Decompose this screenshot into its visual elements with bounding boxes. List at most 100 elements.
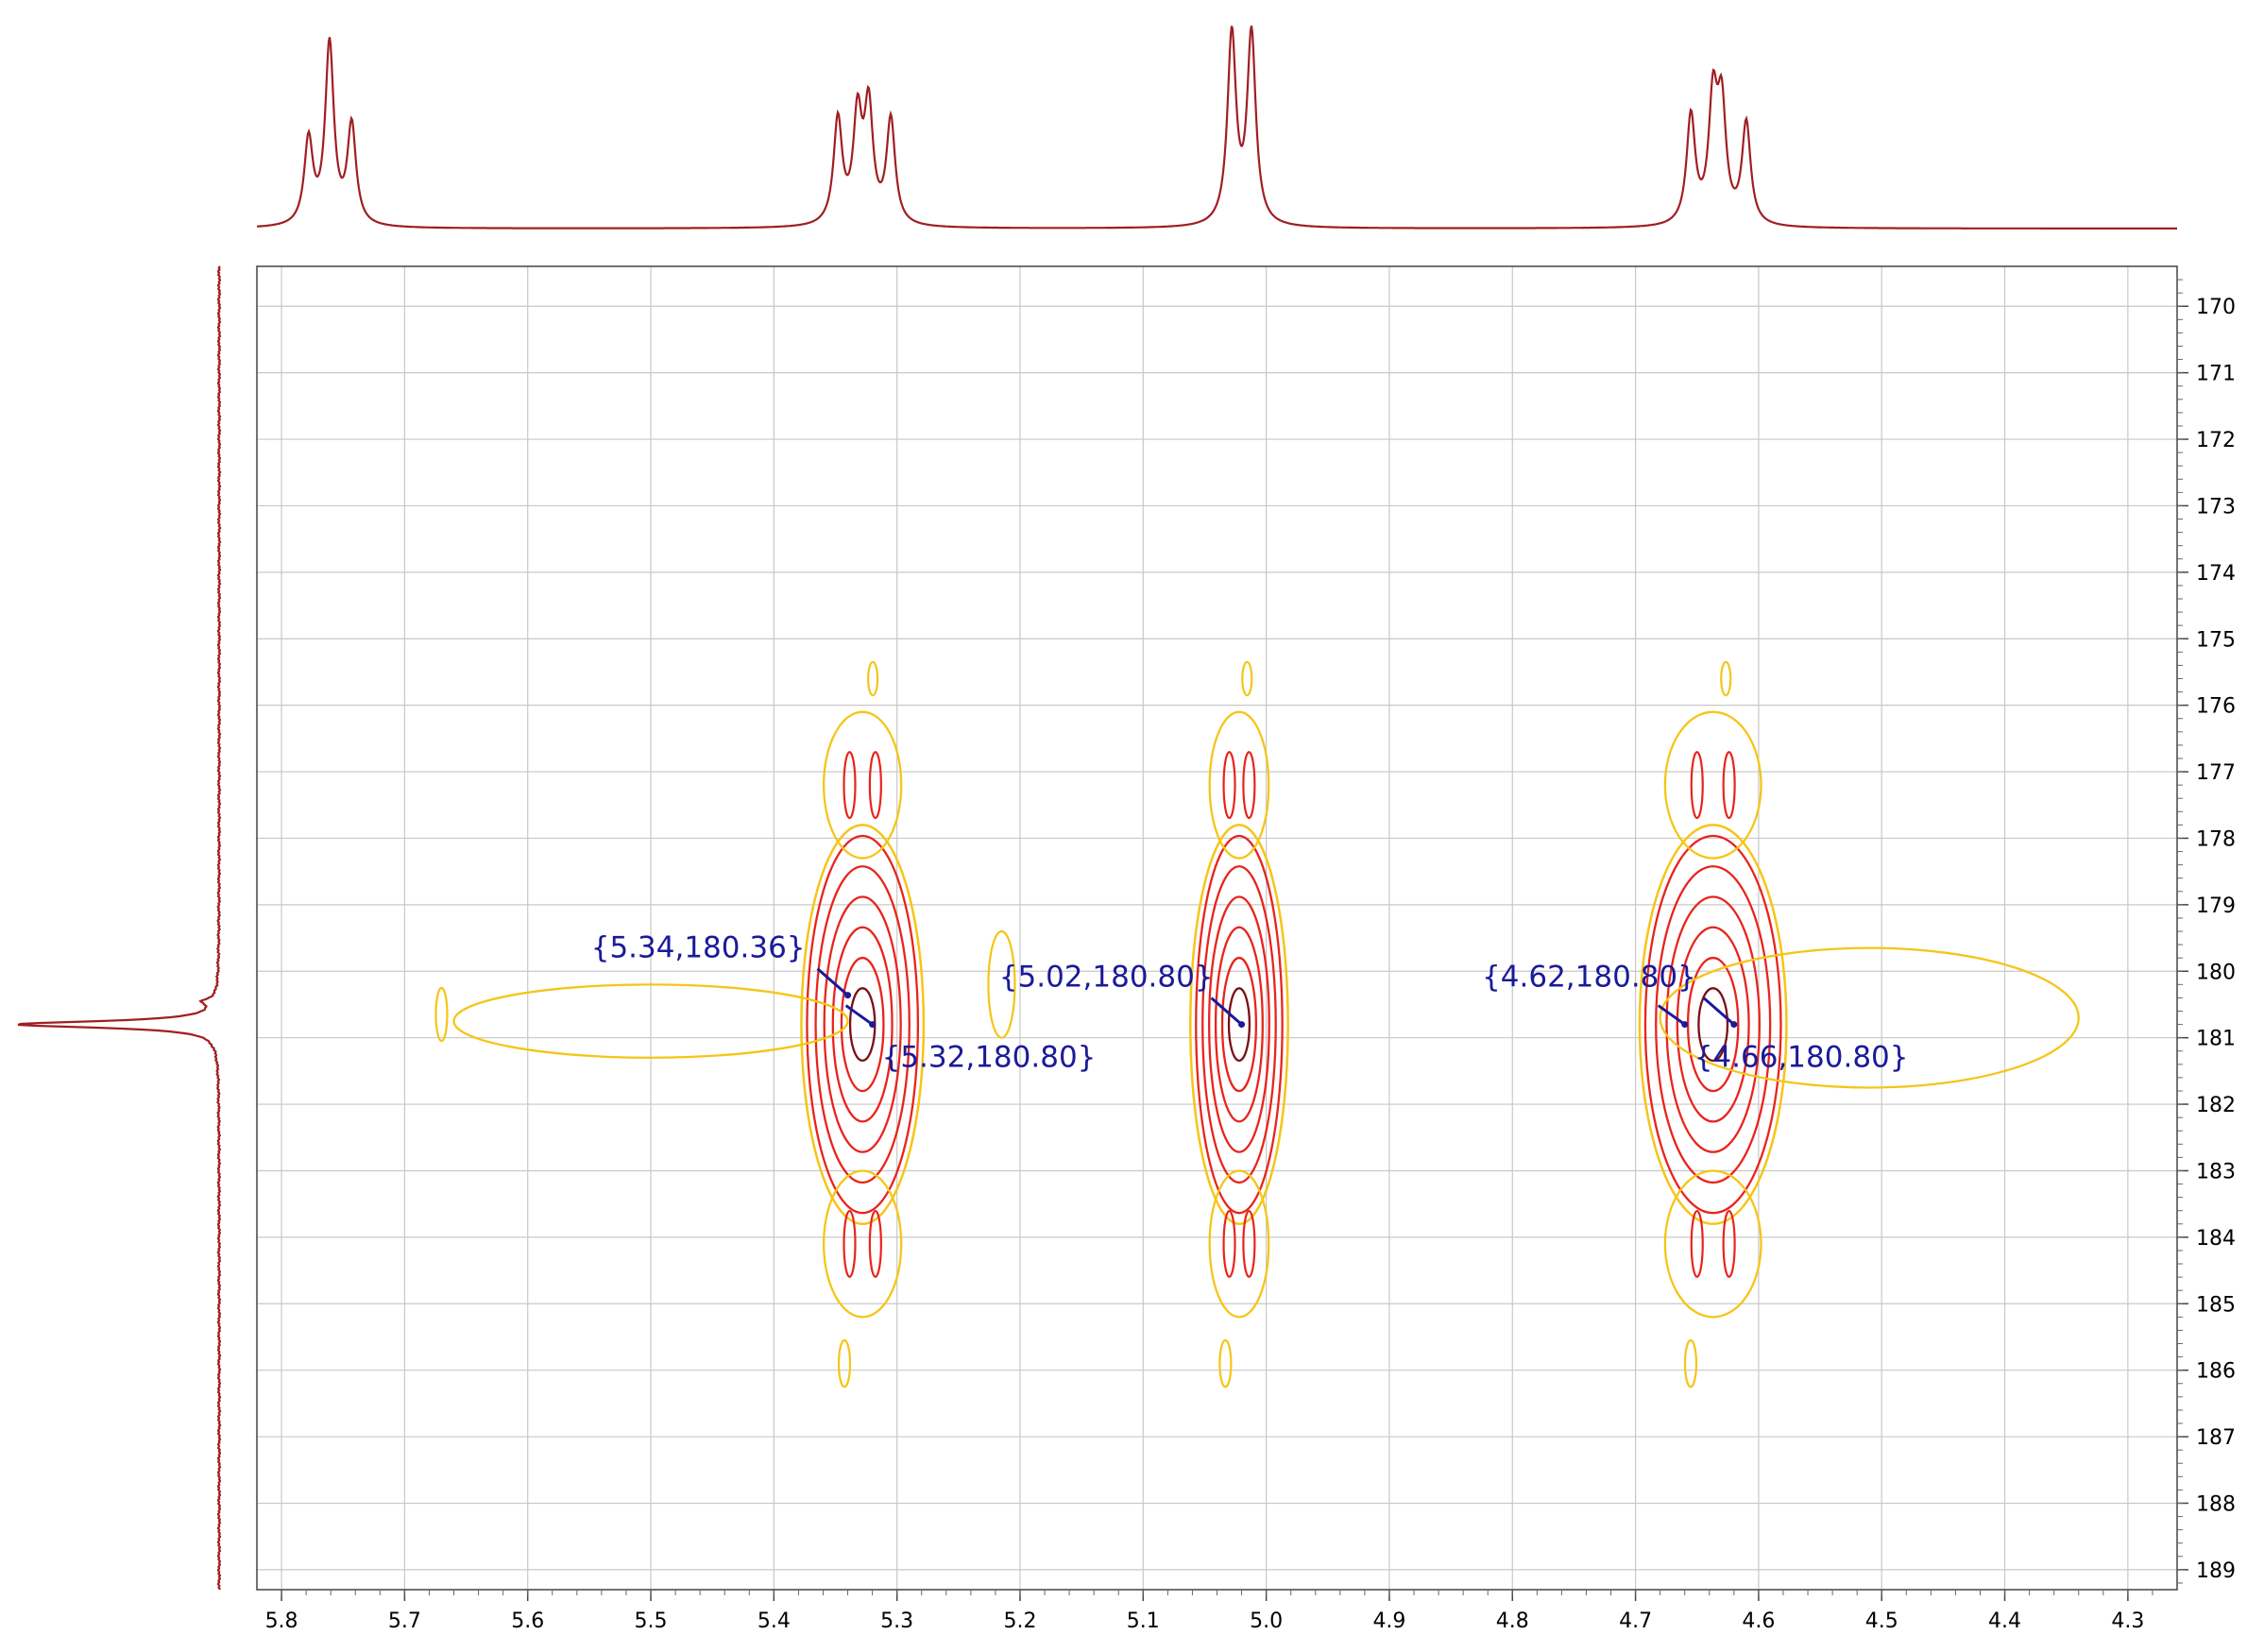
satellite-contour <box>1663 710 1762 860</box>
satellite-core <box>1722 1209 1736 1278</box>
x-tick-label: 4.8 <box>1496 1609 1529 1633</box>
x-tick-label: 5.0 <box>1250 1609 1283 1633</box>
far-lobe <box>1683 1338 1698 1388</box>
outer-contour <box>800 824 926 1226</box>
y-tick-label: 176 <box>2196 695 2236 719</box>
x-tick-label: 5.2 <box>1003 1609 1036 1633</box>
y-tick-label: 177 <box>2196 761 2236 785</box>
y-tick-label: 178 <box>2196 827 2236 851</box>
peak-label: {5.32,180.80} <box>882 1041 1097 1075</box>
peak-pointer <box>816 967 849 996</box>
inner-contour <box>1201 865 1277 1184</box>
satellite-core <box>868 1209 882 1278</box>
y-tick-label: 182 <box>2196 1094 2236 1117</box>
peak-label: {4.62,180.80} <box>1482 961 1696 995</box>
peak-marker <box>1681 1021 1689 1029</box>
x-tick-label: 4.5 <box>1865 1609 1898 1633</box>
x-tick-label: 5.5 <box>635 1609 668 1633</box>
grid-lines <box>257 266 2177 1590</box>
satellite-core <box>1222 751 1236 820</box>
satellite-contour <box>1208 1169 1270 1319</box>
x-tick-label: 4.4 <box>1988 1609 2021 1633</box>
satellite-contour <box>822 1169 903 1319</box>
satellite-core <box>1690 1209 1704 1278</box>
satellite-contour <box>1208 710 1270 860</box>
contour-layer <box>434 660 2080 1388</box>
peak-marker <box>1730 1021 1738 1029</box>
inner-contour <box>814 865 911 1184</box>
inner-contour <box>823 895 902 1153</box>
x-tick-label: 5.4 <box>758 1609 791 1633</box>
y-tick-label: 183 <box>2196 1160 2236 1184</box>
inner-contour <box>831 926 894 1123</box>
peak-marker <box>844 992 852 999</box>
inner-contour <box>1220 956 1258 1093</box>
y-tick-label: 175 <box>2196 628 2236 652</box>
y-tick-label: 173 <box>2196 495 2236 519</box>
plot-frame <box>256 265 2178 1591</box>
streak-side <box>987 929 1016 1039</box>
x-tick-label: 4.3 <box>2111 1609 2144 1633</box>
far-lobe <box>1720 660 1732 697</box>
peak-pointer <box>1657 1004 1686 1026</box>
y-tick-label: 184 <box>2196 1227 2236 1251</box>
streak-contour <box>452 983 849 1059</box>
y-tick-label: 179 <box>2196 894 2236 918</box>
x-tick-label: 5.1 <box>1127 1609 1160 1633</box>
y-tick-label: 172 <box>2196 429 2236 452</box>
carbon-projection <box>17 265 222 1591</box>
far-lobe <box>867 660 879 697</box>
y-tick-label: 181 <box>2196 1028 2236 1051</box>
peak-marker <box>1238 1021 1246 1029</box>
inner-contour <box>1665 895 1762 1153</box>
outer-contour <box>1638 824 1788 1226</box>
x-tick-label: 5.7 <box>388 1609 421 1633</box>
carbon-projection-trace <box>17 265 222 1591</box>
satellite-core <box>1242 1209 1256 1278</box>
streak-contour <box>1659 946 2080 1089</box>
satellite-contour <box>822 710 903 860</box>
peak-annotations: {5.34,180.36} {5.32,180.80} {5.02,180.80} {… <box>591 931 1909 1075</box>
x-tick-label: 4.7 <box>1619 1609 1652 1633</box>
proton-spectrum-trace <box>256 26 2177 230</box>
y-tick-label: 188 <box>2196 1492 2236 1516</box>
peak-label: {5.02,180.80} <box>999 961 1214 995</box>
y-axis: 170 171 172 173 174 175 176 177 178 179 180 181 182 1… <box>2177 279 2236 1584</box>
far-lobe <box>1218 1338 1233 1388</box>
y-tick-label: 171 <box>2196 363 2236 386</box>
peak-pointer <box>1210 996 1243 1026</box>
x-tick-label: 4.9 <box>1372 1609 1405 1633</box>
satellite-core <box>1222 1209 1236 1278</box>
peak-pointer <box>844 1004 874 1026</box>
inner-contour <box>1643 834 1782 1215</box>
inner-contour <box>840 956 885 1093</box>
y-tick-label: 186 <box>2196 1360 2236 1384</box>
outer-contour <box>1189 824 1289 1226</box>
y-tick-label: 185 <box>2196 1293 2236 1317</box>
proton-spectrum <box>256 26 2177 230</box>
peak-pointer <box>1702 996 1735 1026</box>
satellite-core <box>868 751 882 820</box>
inner-contour <box>1697 987 1729 1063</box>
y-tick-label: 187 <box>2196 1426 2236 1450</box>
y-tick-label: 189 <box>2196 1559 2236 1583</box>
satellite-core <box>843 751 857 820</box>
x-axis: 5.8 5.7 5.6 5.5 5.4 5.3 5.2 5.1 5.0 4.9 4.8 4.7 4.6 4… <box>265 1590 2153 1633</box>
y-tick-label: 170 <box>2196 296 2236 319</box>
x-tick-label: 4.6 <box>1742 1609 1775 1633</box>
y-tick-label: 174 <box>2196 562 2236 586</box>
peak-label: {5.34,180.36} <box>591 931 806 965</box>
peak-label: {4.66,180.80} <box>1694 1041 1909 1075</box>
satellite-core <box>1242 751 1256 820</box>
satellite-core <box>1690 751 1704 820</box>
far-lobe <box>1241 660 1253 697</box>
satellite-core <box>843 1209 857 1278</box>
far-lobe <box>837 1338 852 1388</box>
x-tick-label: 5.3 <box>880 1609 913 1633</box>
inner-contour <box>1195 834 1284 1215</box>
inner-contour <box>1655 865 1772 1184</box>
plot-border <box>256 265 2178 1591</box>
streak-tip <box>434 986 449 1043</box>
peak-marker <box>869 1021 877 1029</box>
inner-contour <box>1227 987 1251 1063</box>
